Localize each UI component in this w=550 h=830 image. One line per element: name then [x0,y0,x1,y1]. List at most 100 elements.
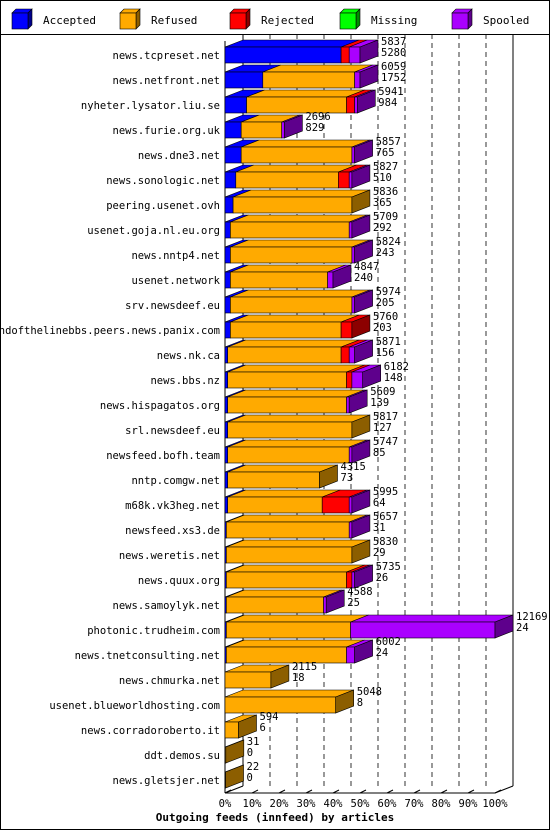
data-label-accepted: 156 [376,347,395,359]
bar-row [224,464,338,489]
bar-side-spooled [354,239,373,264]
bar-segment-refused [227,446,350,464]
bar-row [224,139,373,164]
x-tick [305,789,313,794]
bar-top-refused [230,264,346,273]
bar-segment-refused [224,671,272,689]
bar-side-spooled [284,114,303,139]
bar-segment-refused [230,296,353,314]
data-label-offered: 5837 [381,36,406,48]
bar-row [224,714,257,739]
bar-top-refused [235,164,357,173]
bar-side-spooled [325,589,345,614]
data-label-offered: 6059 [381,61,406,73]
bar-segment-accepted [224,496,229,514]
bar-segment-spooled [354,71,361,89]
bar-segment-refused [226,596,324,614]
bar-segment-accepted [224,446,229,464]
bar-segment-refused [227,396,347,414]
x-tick-label: 0% [219,798,232,810]
bar-top-refused [227,414,371,423]
bar-top-refused [262,64,373,73]
data-label-accepted: 24 [516,622,529,634]
bar-row [224,564,373,589]
bar-segment-refused [230,246,353,264]
legend-swatch-rejected [229,12,247,30]
bars [224,39,514,789]
bar-side-spooled [354,564,373,589]
legend: Accepted Refused Rejected Missing Spooled [11,8,529,30]
bar-segment-refused [226,571,347,589]
data-label-offered: 5657 [373,511,398,523]
data-label-accepted: 984 [378,97,397,109]
row-label: news.quux.org [138,575,220,587]
bar-top-refused [227,489,341,498]
bar-segment-rejected [340,346,350,364]
legend-label-spooled: Spooled [483,14,529,27]
bar-side-spooled [354,639,373,664]
data-label-accepted: 29 [373,547,386,559]
row-label: newsfeed.bofh.team [106,450,220,462]
x-tick [224,789,232,794]
data-label-offered: 5974 [376,286,401,298]
data-label-accepted: 829 [305,122,324,134]
data-label-offered: 5836 [373,186,398,198]
bar-segment-refused [232,196,353,214]
bar-top-refused [230,239,371,248]
data-label-accepted: 26 [376,572,389,584]
data-label-accepted: 148 [384,372,403,384]
row-label: news.furie.org.uk [113,125,221,137]
data-label-offered: 5709 [373,211,398,223]
row-label: srv.newsdeef.eu [125,300,220,312]
data-label-offered: 22 [247,761,260,773]
bar-segment-spooled [350,621,496,639]
bar-segment-refused [227,471,320,489]
data-label-offered: 5995 [373,486,398,498]
data-label-offered: 31 [247,736,260,748]
data-label-accepted: 73 [341,472,354,484]
data-label-accepted: 510 [373,172,392,184]
bar-row [224,214,371,239]
bar-segment-accepted [224,121,242,139]
bar-segment-accepted [224,296,231,314]
x-tick [332,789,340,794]
data-label-accepted: 0 [247,772,253,784]
bar-top-refused [227,364,365,373]
data-label-accepted: 5280 [381,47,406,59]
data-label-offered: 4588 [347,586,372,598]
bar-row [224,489,371,514]
data-label-accepted: 139 [370,397,389,409]
data-label-accepted: 64 [373,497,386,509]
legend-swatch-rejected-side [245,8,251,30]
bar-side-refused [225,739,245,764]
legend-label-missing: Missing [371,14,417,27]
bar-row [224,264,352,289]
data-label-offered: 2696 [305,111,330,123]
row-label: peering.usenet.ovh [106,200,220,212]
bar-row [224,614,514,639]
row-label: news.hispagatos.org [100,400,220,412]
bar-side-refused [225,764,244,789]
bar-top-refused [232,189,371,198]
bar-segment-accepted [224,396,229,414]
row-label: news.netfront.net [113,75,220,87]
bar-top-refused [227,339,360,348]
bar-side-spooled [354,139,373,164]
data-label-accepted: 0 [247,747,253,759]
legend-swatch-spooled-side [467,8,473,30]
bar-side-spooled [351,489,371,514]
data-label-offered: 6182 [384,361,409,373]
bar-segment-accepted [224,421,229,439]
bar-top-refused [226,514,368,523]
data-label-offered: 6002 [376,636,401,648]
bar-segment-refused [227,371,347,389]
legend-swatch-missing-side [355,8,361,30]
bar-side-refused [270,664,290,689]
data-label-accepted: 31 [373,522,386,534]
bar-segment-refused [226,621,351,639]
bar-segment-refused [235,171,339,189]
bar-top-refused [226,589,342,598]
bar-segment-accepted [224,221,231,239]
bar-row [224,64,379,89]
